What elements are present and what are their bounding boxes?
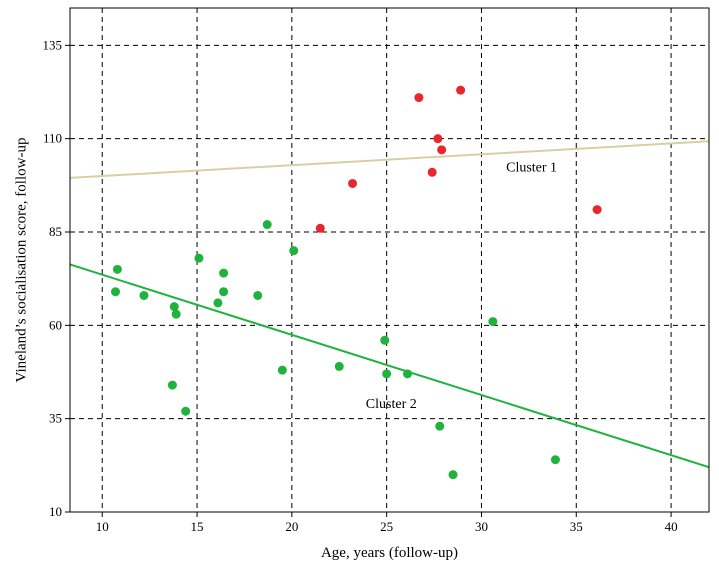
data-point bbox=[380, 335, 390, 345]
x-tick-label: 25 bbox=[380, 519, 393, 534]
x-tick-label: 15 bbox=[191, 519, 204, 534]
y-tick-label: 60 bbox=[49, 317, 62, 332]
data-point bbox=[289, 246, 299, 256]
data-point bbox=[169, 302, 179, 312]
data-point bbox=[488, 317, 498, 327]
data-point bbox=[171, 309, 181, 319]
data-point bbox=[550, 455, 560, 465]
annotations: Cluster 1 Cluster 2 bbox=[366, 161, 557, 412]
y-axis-title: Vineland’s socialisation score, follow-u… bbox=[13, 138, 29, 383]
x-tick-label: 20 bbox=[285, 519, 298, 534]
x-axis-title: Age, years (follow-up) bbox=[321, 545, 458, 561]
data-point bbox=[403, 369, 413, 379]
axis-ticks: 10 15 20 25 30 35 40 10 35 60 85 110 135 bbox=[43, 37, 678, 534]
fit-line bbox=[69, 140, 710, 179]
data-point bbox=[167, 380, 177, 390]
data-point bbox=[592, 205, 602, 215]
fit-line bbox=[69, 263, 710, 469]
data-point bbox=[112, 264, 122, 274]
plot-frame bbox=[69, 7, 710, 513]
data-point bbox=[456, 85, 466, 95]
data-point bbox=[139, 290, 149, 300]
data-point bbox=[253, 290, 263, 300]
data-point bbox=[437, 145, 447, 155]
cluster-label: Cluster 2 bbox=[366, 397, 417, 412]
data-point bbox=[382, 369, 392, 379]
data-point bbox=[219, 287, 229, 297]
y-tick-label: 110 bbox=[43, 131, 62, 146]
data-points bbox=[111, 85, 602, 480]
y-tick-label: 10 bbox=[49, 504, 62, 519]
cluster-label: Cluster 1 bbox=[506, 161, 557, 176]
data-point bbox=[315, 223, 325, 233]
data-point bbox=[194, 253, 204, 263]
data-point bbox=[448, 470, 458, 480]
y-tick-label: 135 bbox=[43, 37, 63, 52]
x-tick-label: 30 bbox=[475, 519, 488, 534]
data-point bbox=[181, 406, 191, 416]
data-point bbox=[433, 134, 443, 144]
x-tick-label: 35 bbox=[570, 519, 583, 534]
data-point bbox=[111, 287, 121, 297]
data-point bbox=[427, 167, 437, 177]
y-tick-label: 35 bbox=[49, 411, 62, 426]
fit-lines bbox=[69, 140, 710, 469]
data-point bbox=[348, 178, 358, 188]
data-point bbox=[219, 268, 229, 278]
x-tick-label: 10 bbox=[96, 519, 109, 534]
data-point bbox=[277, 365, 287, 375]
x-tick-label: 40 bbox=[665, 519, 678, 534]
data-point bbox=[334, 361, 344, 371]
y-tick-label: 85 bbox=[49, 224, 62, 239]
data-point bbox=[414, 93, 424, 103]
data-point bbox=[262, 220, 272, 230]
data-point bbox=[435, 421, 445, 431]
data-point bbox=[213, 298, 223, 308]
